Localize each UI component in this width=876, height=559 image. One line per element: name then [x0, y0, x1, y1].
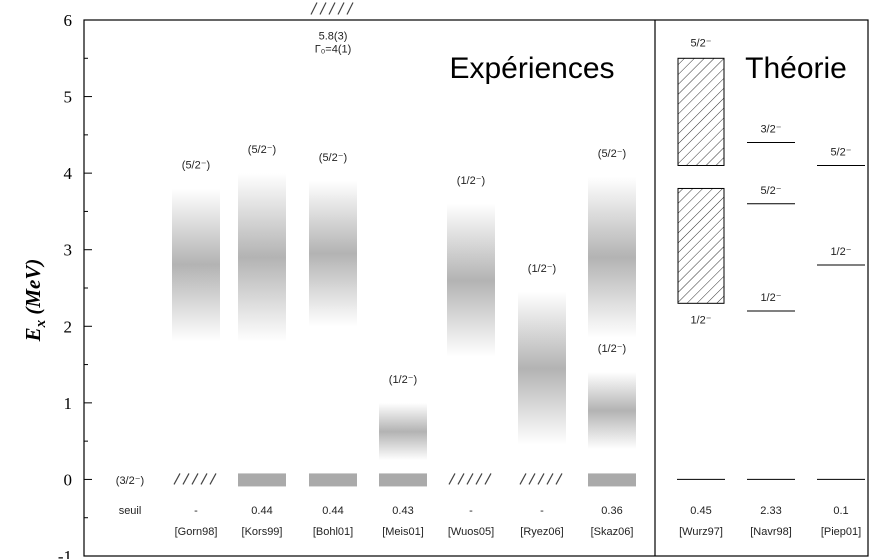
ground-state-bar: [588, 473, 636, 487]
y-tick-label: 1: [64, 394, 73, 413]
y-tick-label: 0: [64, 470, 73, 489]
ground-state-bar: [238, 473, 286, 487]
y-tick-label: 6: [64, 11, 73, 30]
spin-label: (5/2⁻): [598, 148, 626, 160]
y-tick-label: 4: [64, 164, 73, 183]
ground-value: 0.44: [322, 505, 343, 517]
spin-label: 5/2⁻: [830, 146, 851, 158]
ground-state-bar: [309, 473, 357, 487]
resonance-band: [518, 291, 566, 445]
ground-value: 0.44: [251, 505, 272, 517]
spin-label: 3/2⁻: [760, 124, 781, 136]
ground-value: -: [540, 505, 544, 517]
ground-state-hatched: [448, 473, 492, 485]
ground-value: -: [469, 505, 473, 517]
reference-label: [Kors99]: [242, 526, 283, 538]
spin-label: 1/2⁻: [830, 246, 851, 258]
reference-label: [Skaz06]: [591, 526, 634, 538]
resonance-band: [588, 176, 636, 338]
ground-state-bar: [379, 473, 427, 487]
ground-state-hatched: [519, 473, 563, 485]
spin-label: (1/2⁻): [457, 175, 485, 187]
theory-range-box: [677, 187, 725, 304]
spin-label: 1/2⁻: [760, 292, 781, 304]
ground-value: 0.36: [601, 505, 622, 517]
spin-label: (5/2⁻): [248, 144, 276, 156]
y-axis: -1 0 1 2 3 4 5 6: [58, 11, 92, 559]
ground-value: 0.45: [690, 505, 711, 517]
spin-label: (1/2⁻): [598, 343, 626, 355]
resonance-band: [172, 188, 220, 342]
reference-label: [Navr98]: [750, 526, 792, 538]
ground-state-hatched: [173, 473, 217, 485]
y-tick-label: 2: [64, 317, 73, 336]
high-energy-hatch: [310, 2, 354, 15]
theory-title: Théorie: [745, 52, 847, 85]
spin-label: (1/2⁻): [389, 374, 417, 386]
spin-label: (1/2⁻): [528, 263, 556, 275]
y-axis-label-unit: (MeV): [21, 259, 45, 315]
reference-label: [Ryez06]: [520, 526, 563, 538]
high-energy-label: 5.8(3): [319, 30, 348, 42]
spin-label: (5/2⁻): [319, 152, 347, 164]
reference-label: [Meis01]: [382, 526, 424, 538]
reference-label: [Wurz97]: [679, 526, 723, 538]
resonance-band: [379, 402, 427, 461]
ground-value: 0.43: [392, 505, 413, 517]
resonance-band: [447, 203, 495, 357]
theory-range-box: [677, 57, 725, 166]
y-tick-label: -1: [58, 547, 72, 559]
reference-label: [Gorn98]: [175, 526, 218, 538]
threshold-label: seuil: [119, 505, 142, 517]
experiments-title: Expériences: [449, 52, 614, 85]
y-axis-label-main: E: [21, 327, 45, 342]
spin-label: 5/2⁻: [760, 185, 781, 197]
resonance-band: [588, 372, 636, 449]
ground-value: 2.33: [760, 505, 781, 517]
spin-label: (5/2⁻): [182, 159, 210, 171]
spin-label: 1/2⁻: [690, 314, 711, 326]
high-energy-width: Γ₀=4(1): [315, 43, 352, 55]
reference-label: [Bohl01]: [313, 526, 353, 538]
y-axis-label-sub: x: [33, 319, 49, 328]
ground-value: 0.1: [833, 505, 848, 517]
y-axis-label: Ex (MeV): [21, 259, 49, 343]
resonance-band: [309, 180, 357, 327]
y-tick-label: 5: [64, 88, 73, 107]
ground-value: -: [194, 505, 198, 517]
threshold-spin: (3/2⁻): [116, 475, 144, 487]
chart-marks: (5/2⁻) - [Gorn98] (5/2⁻) 0.44 [Kors99] (5/2⁻) 5…: [172, 2, 865, 538]
y-tick-label: 3: [64, 241, 73, 260]
resonance-band: [238, 173, 286, 342]
reference-label: [Piep01]: [821, 526, 861, 538]
spin-label: 5/2⁻: [690, 37, 711, 49]
reference-label: [Wuos05]: [448, 526, 494, 538]
